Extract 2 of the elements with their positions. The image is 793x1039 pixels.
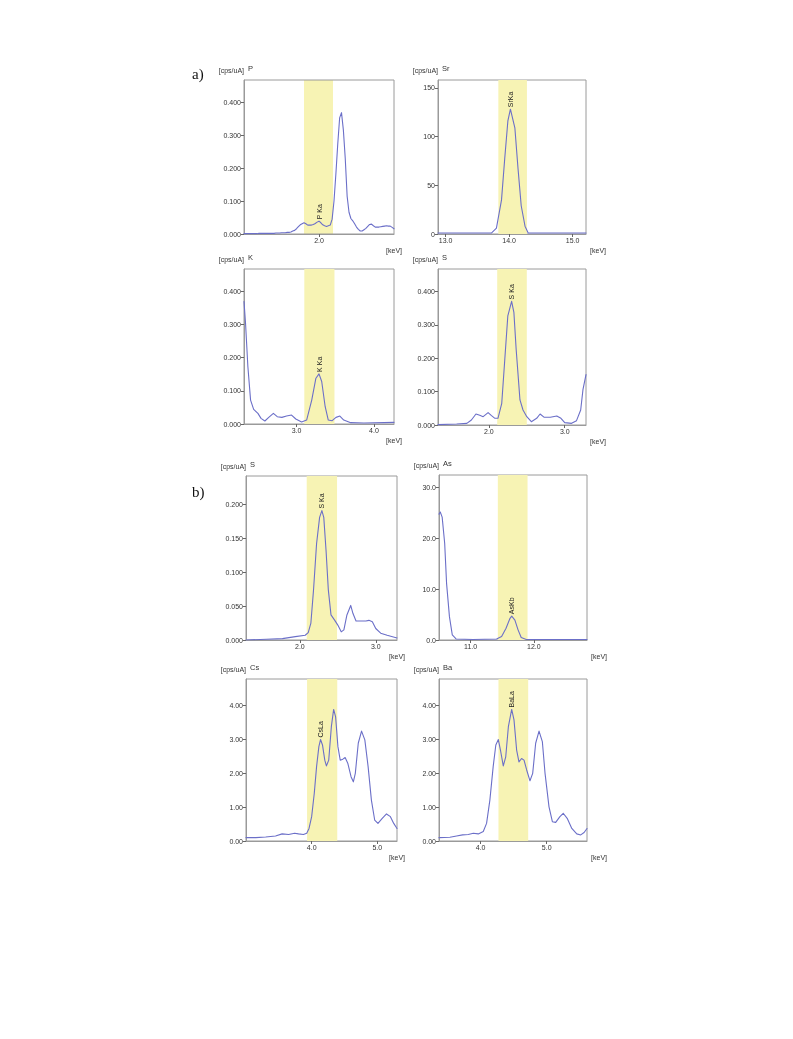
text: a) (192, 65, 204, 83)
text: b) (192, 483, 205, 501)
